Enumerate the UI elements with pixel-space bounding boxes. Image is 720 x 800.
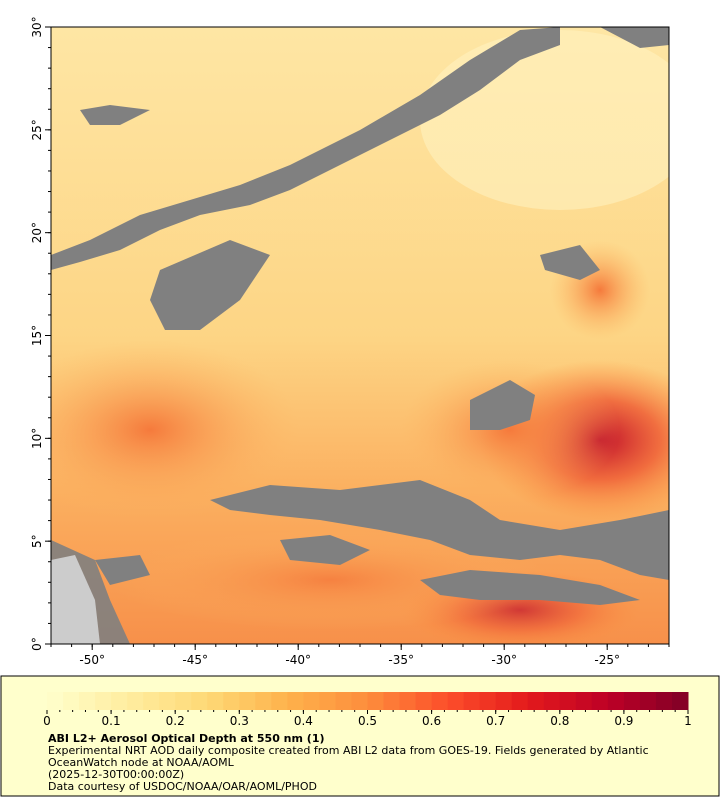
colorbar-tick-label: 0.2 bbox=[166, 714, 185, 728]
colorbar-swatch bbox=[191, 692, 208, 710]
colorbar-swatch bbox=[607, 692, 625, 710]
colorbar-swatch bbox=[367, 692, 385, 710]
colorbar-swatch bbox=[335, 692, 352, 710]
y-tick-label: 20° bbox=[30, 222, 44, 243]
colorbar-swatch bbox=[383, 692, 401, 710]
colorbar-tick-label: 0.5 bbox=[358, 714, 377, 728]
colorbar-swatch bbox=[223, 692, 240, 710]
colorbar-swatch bbox=[319, 692, 336, 710]
colorbar-swatch bbox=[79, 692, 96, 710]
colorbar-swatch bbox=[239, 692, 256, 710]
colorbar-tick-label: 0 bbox=[43, 714, 51, 728]
colorbar-swatch bbox=[479, 692, 497, 710]
colorbar-swatch bbox=[287, 692, 304, 710]
colorbar-swatch bbox=[303, 692, 320, 710]
y-tick-label: 30° bbox=[30, 16, 44, 37]
colorbar-swatch bbox=[63, 692, 80, 710]
colorbar-swatch bbox=[175, 692, 192, 710]
colorbar-tick-label: 0.3 bbox=[230, 714, 249, 728]
x-tick-label: -40° bbox=[285, 653, 311, 667]
colorbar-swatch bbox=[575, 692, 593, 710]
colorbar-swatch bbox=[463, 692, 481, 710]
colorbar-swatch bbox=[271, 692, 288, 710]
colorbar-swatch bbox=[351, 692, 368, 710]
credit: Data courtesy of USDOC/NOAA/OAR/AOML/PHO… bbox=[48, 780, 317, 793]
land bbox=[51, 555, 100, 644]
y-tick-label: 15° bbox=[30, 325, 44, 346]
colorbar-swatch bbox=[591, 692, 609, 710]
colorbar-tick-label: 0.6 bbox=[422, 714, 441, 728]
colorbar-swatch bbox=[655, 692, 673, 710]
timestamp: (2025-12-30T00:00:00Z) bbox=[48, 768, 185, 781]
colorbar-swatch bbox=[255, 692, 272, 710]
description: Experimental NRT AOD daily composite cre… bbox=[48, 744, 649, 769]
colorbar-swatch bbox=[431, 692, 449, 710]
colorbar-swatch bbox=[159, 692, 176, 710]
colorbar-swatch bbox=[399, 692, 417, 710]
colorbar-tick-label: 0.8 bbox=[550, 714, 569, 728]
y-tick-label: 5° bbox=[30, 534, 44, 548]
y-tick-label: 10° bbox=[30, 428, 44, 449]
aod-field bbox=[51, 27, 669, 644]
colorbar-tick-label: 0.7 bbox=[486, 714, 505, 728]
colorbar-swatch bbox=[95, 692, 112, 710]
colorbar-swatch bbox=[511, 692, 529, 710]
colorbar-swatch bbox=[127, 692, 144, 710]
colorbar-swatch bbox=[111, 692, 128, 710]
colorbar-swatch bbox=[671, 692, 689, 710]
x-tick-label: -35° bbox=[388, 653, 414, 667]
x-tick-label: -50° bbox=[79, 653, 105, 667]
colorbar-swatch bbox=[143, 692, 160, 710]
colorbar-swatch bbox=[207, 692, 224, 710]
title: ABI L2+ Aerosol Optical Depth at 550 nm … bbox=[48, 732, 325, 745]
colorbar-tick-label: 0.9 bbox=[614, 714, 633, 728]
y-tick-label: 25° bbox=[30, 119, 44, 140]
colorbar-swatch bbox=[623, 692, 641, 710]
colorbar-swatch bbox=[415, 692, 433, 710]
colorbar-swatch bbox=[639, 692, 657, 710]
x-tick-label: -25° bbox=[594, 653, 620, 667]
colorbar-swatch bbox=[495, 692, 513, 710]
colorbar-swatch bbox=[47, 692, 64, 710]
colorbar: 0 0.1 0.2 0.3 0.4 0.5 0.6 0.7 0.8 0.9 1 bbox=[43, 692, 692, 728]
y-tick-label: 0° bbox=[30, 637, 44, 651]
colorbar-tick-label: 0.1 bbox=[102, 714, 121, 728]
axes: -50° -45° -40° -35° -30° -25° 0° 5° 10° 15° 20° 25°… bbox=[30, 16, 670, 667]
colorbar-tick-label: 0.4 bbox=[294, 714, 313, 728]
x-tick-label: -30° bbox=[491, 653, 517, 667]
colorbar-tick-label: 1 bbox=[684, 714, 692, 728]
colorbar-swatch bbox=[447, 692, 465, 710]
colorbar-swatch bbox=[527, 692, 545, 710]
cloud-mask bbox=[51, 27, 669, 644]
x-tick-label: -45° bbox=[182, 653, 208, 667]
colorbar-swatch bbox=[543, 692, 561, 710]
colorbar-swatch bbox=[559, 692, 577, 710]
